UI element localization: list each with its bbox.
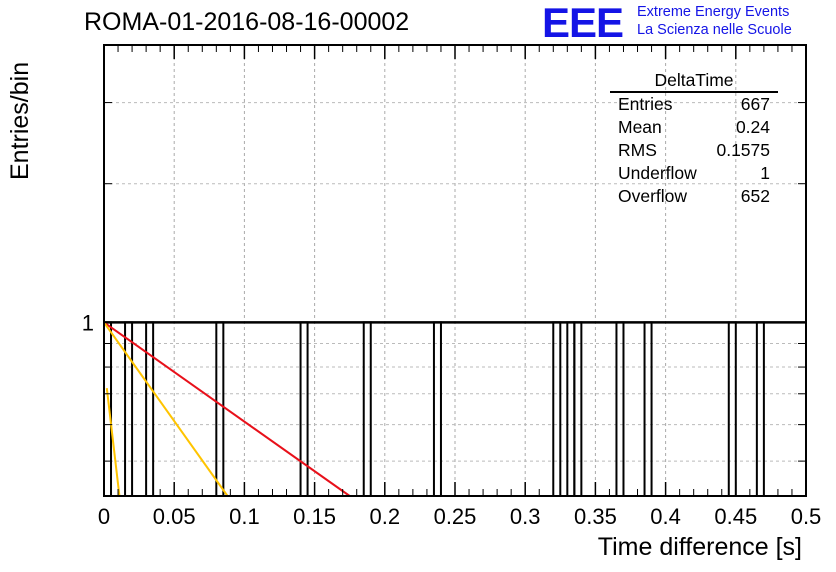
histogram-bar (299, 321, 309, 496)
x-tick-label: 0.1 (229, 504, 260, 529)
histogram-bar (755, 321, 765, 496)
logo-line-1: Extreme Energy Events (637, 4, 790, 20)
x-tick-label: 0.25 (434, 504, 477, 529)
histogram-bar (145, 321, 155, 496)
fit-line (103, 321, 351, 497)
y-tick-label: 1 (82, 310, 94, 335)
stats-row: RMS 0.1575 (610, 139, 778, 162)
x-tick-label: 0.45 (714, 504, 757, 529)
x-tick-label: 0 (98, 504, 110, 529)
stats-label: Overflow (618, 186, 688, 206)
stats-label: Entries (618, 94, 673, 114)
histogram-bar (362, 321, 372, 496)
stats-row: Underflow 1 (610, 162, 778, 185)
histogram-bar (432, 321, 442, 496)
x-tick-label: 0.5 (791, 504, 822, 529)
stats-value: 0.24 (735, 117, 770, 137)
stats-value: 667 (740, 94, 770, 114)
x-axis-label: Time difference [s] (597, 533, 802, 561)
y-axis-label: Entries/bin (6, 61, 34, 180)
stats-label: RMS (618, 140, 657, 160)
chart-title: ROMA-01-2016-08-16-00002 (84, 8, 410, 36)
logo-caption: Extreme Energy Events La Scienza nelle S… (637, 3, 792, 39)
stats-row: Overflow 652 (610, 185, 778, 208)
x-tick-label: 0.4 (650, 504, 681, 529)
histogram-bar (215, 321, 225, 496)
eee-logo: EEE (542, 0, 624, 46)
stats-value: 1 (760, 163, 770, 183)
x-tick-label: 0.35 (574, 504, 617, 529)
x-tick-label: 0.2 (370, 504, 401, 529)
tick-labels: 0 0.05 0.1 0.15 0.2 0.25 0.3 0.35 0.4 0.45 0.5 1 (82, 310, 822, 529)
x-tick-label: 0.15 (293, 504, 336, 529)
histogram-bar (727, 321, 737, 496)
stats-label: Underflow (618, 163, 697, 183)
histogram-bar (552, 321, 562, 496)
histogram-bar (573, 321, 583, 496)
axes (103, 44, 807, 497)
x-tick-label: 0.3 (510, 504, 541, 529)
stats-row: Entries 667 (610, 93, 778, 116)
logo-line-2: La Scienza nelle Scuole (637, 22, 792, 38)
fit-line (103, 321, 229, 497)
stats-label: Mean (618, 117, 662, 137)
stats-row: Mean 0.24 (610, 116, 778, 139)
histogram-bar (124, 321, 134, 496)
stats-title: DeltaTime (610, 70, 778, 93)
fit-line (105, 388, 121, 497)
histogram-bar (615, 321, 625, 496)
stats-value: 652 (740, 186, 770, 206)
fit-lines (103, 321, 351, 497)
histogram-bar (643, 321, 653, 496)
stats-box: DeltaTime Entries 667 Mean 0.24 RMS 0.1575 Und… (610, 70, 778, 208)
histogram-bar (566, 321, 576, 496)
stats-value: 0.1575 (716, 140, 770, 160)
x-tick-label: 0.05 (153, 504, 196, 529)
